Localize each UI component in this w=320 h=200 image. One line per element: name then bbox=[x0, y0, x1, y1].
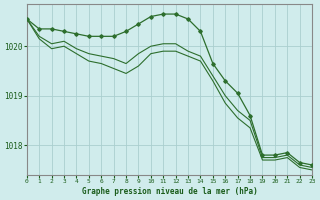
X-axis label: Graphe pression niveau de la mer (hPa): Graphe pression niveau de la mer (hPa) bbox=[82, 187, 257, 196]
